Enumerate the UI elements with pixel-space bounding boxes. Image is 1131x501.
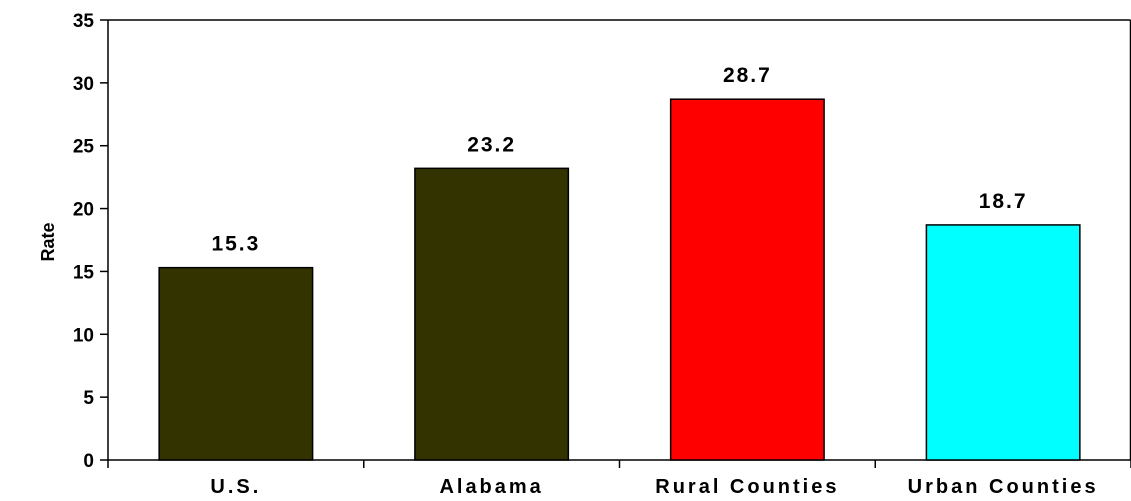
y-tick-label: 20 <box>73 200 94 221</box>
bar <box>669 98 825 461</box>
y-tick-label: 35 <box>73 11 95 32</box>
x-category-label: Urban Counties <box>908 476 1099 498</box>
y-tick-label: 10 <box>73 325 94 346</box>
x-category-label: Rural Counties <box>655 476 839 498</box>
y-tick-label: 25 <box>73 137 95 158</box>
bar <box>414 167 570 461</box>
x-category-label: U.S. <box>210 476 261 498</box>
bar-value-label: 18.7 <box>979 190 1028 213</box>
y-axis-title: Rate <box>38 222 58 261</box>
x-category-label: Alabama <box>439 476 543 498</box>
bar-value-label: 28.7 <box>723 64 772 87</box>
bar <box>158 266 314 461</box>
bars <box>158 98 1081 461</box>
y-tick-label: 0 <box>83 451 94 472</box>
x-axis: U.S. Alabama Rural Counties Urban Counties <box>107 460 1131 498</box>
y-tick-label: 15 <box>73 262 95 283</box>
bar <box>925 224 1081 461</box>
data-labels: 15.3 23.2 28.7 18.7 <box>211 64 1028 256</box>
bar-value-label: 23.2 <box>467 133 516 156</box>
bar-value-label: 15.3 <box>211 233 260 256</box>
y-tick-label: 30 <box>73 74 94 95</box>
y-axis: 0 5 10 15 20 25 30 35 <box>73 11 108 472</box>
y-tick-label: 5 <box>83 388 94 409</box>
